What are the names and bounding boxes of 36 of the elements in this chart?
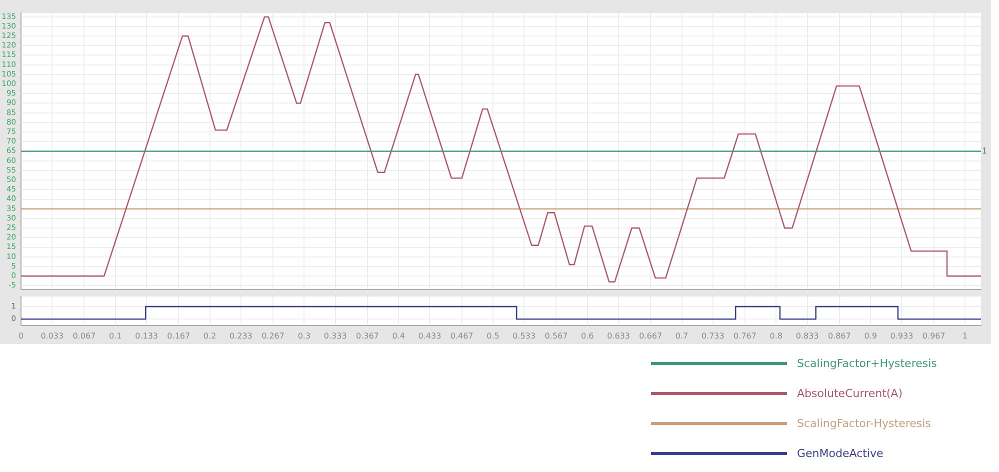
x-tick-label: 0.4 <box>392 331 405 340</box>
x-tick-label: 0.533 <box>512 331 536 340</box>
annotation: 1 <box>982 146 988 156</box>
x-tick-label: 1 <box>962 331 968 340</box>
x-tick-label: 0.033 <box>40 331 64 340</box>
text: ScalingFactor-Hysteresis <box>797 416 931 430</box>
x-tick-label: 0.333 <box>324 331 347 340</box>
x-tick-label: 0.433 <box>418 331 442 340</box>
x-tick-label: 0.2 <box>203 331 216 340</box>
x-tick-label: 0.8 <box>770 331 783 340</box>
x-tick-label: 0.733 <box>701 331 724 340</box>
x-tick-label: 0.3 <box>298 331 311 340</box>
text: GenModeActive <box>797 446 884 460</box>
x-tick-label: 0.233 <box>229 331 252 340</box>
x-tick-label: 0.933 <box>890 331 914 340</box>
x-tick-label: 0.7 <box>675 331 688 340</box>
x-tick-label: 0.833 <box>796 331 819 340</box>
x-tick-label: 0.1 <box>109 331 122 340</box>
text: ScalingFactor+Hysteresis <box>797 356 937 370</box>
x-tick-label: 0.667 <box>639 331 662 340</box>
x-tick-label: 0.367 <box>356 331 379 340</box>
x-tick-label: 0.6 <box>581 331 594 340</box>
x-tick-label: 0.567 <box>544 331 568 340</box>
text: AbsoluteCurrent(A) <box>797 386 902 400</box>
x-tick-label: 0.967 <box>922 331 946 340</box>
x-tick-label: 0 <box>18 331 24 340</box>
x-tick-label: 0.633 <box>607 331 630 340</box>
x-tick-label: 0.467 <box>450 331 474 340</box>
x-tick-label: 0.167 <box>167 331 190 340</box>
x-tick-label: 0.5 <box>486 331 500 340</box>
x-tick-label: 0.867 <box>828 331 851 340</box>
x-tick-label: 0.267 <box>262 331 284 340</box>
x-tick-label: 0.9 <box>864 331 877 340</box>
x-tick-label: 0.067 <box>72 331 96 340</box>
x-tick-label: 0.767 <box>734 331 756 340</box>
x-tick-label: 0.133 <box>135 331 158 340</box>
